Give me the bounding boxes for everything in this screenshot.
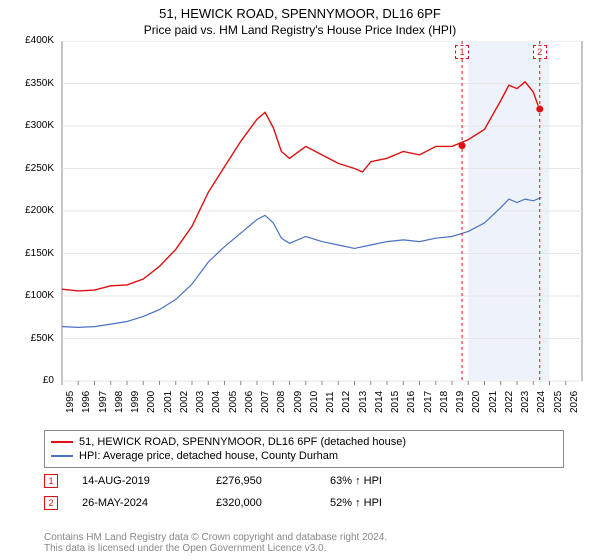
x-tick-label: 2002: [179, 391, 190, 413]
chart-area: £0£50K£100K£150K£200K£250K£300K£350K£400…: [10, 41, 590, 421]
transaction-row-1: 1 14-AUG-2019 £276,950 63% ↑ HPI: [44, 474, 564, 488]
x-tick-label: 2018: [439, 391, 450, 413]
x-tick-label: 2019: [455, 391, 466, 413]
x-tick-label: 2024: [536, 391, 547, 413]
x-tick-label: 2016: [406, 391, 417, 413]
transaction-delta: 52% ↑ HPI: [330, 497, 382, 509]
y-tick-label: £400K: [14, 35, 54, 46]
chart-title: 51, HEWICK ROAD, SPENNYMOOR, DL16 6PF: [0, 0, 600, 21]
x-tick-label: 2005: [228, 391, 239, 413]
footnote-line-2: This data is licensed under the Open Gov…: [44, 543, 564, 554]
x-tick-label: 2020: [471, 391, 482, 413]
transaction-badge-2: 2: [44, 496, 58, 510]
x-tick-label: 1995: [65, 391, 76, 413]
x-tick-label: 2025: [553, 391, 564, 413]
y-tick-label: £200K: [14, 205, 54, 216]
x-tick-label: 2003: [195, 391, 206, 413]
legend-item: 51, HEWICK ROAD, SPENNYMOOR, DL16 6PF (d…: [51, 435, 557, 449]
x-tick-label: 2017: [423, 391, 434, 413]
legend-swatch: [51, 455, 73, 457]
x-tick-label: 1998: [114, 391, 125, 413]
y-tick-label: £150K: [14, 248, 54, 259]
y-tick-label: £250K: [14, 163, 54, 174]
x-tick-label: 2015: [390, 391, 401, 413]
legend: 51, HEWICK ROAD, SPENNYMOOR, DL16 6PF (d…: [44, 430, 564, 468]
chart-marker-1: 1: [455, 45, 469, 59]
x-tick-label: 2008: [276, 391, 287, 413]
transaction-row-2: 2 26-MAY-2024 £320,000 52% ↑ HPI: [44, 496, 564, 510]
x-tick-label: 1999: [130, 391, 141, 413]
legend-item: HPI: Average price, detached house, Coun…: [51, 449, 557, 463]
transaction-badge-1: 1: [44, 474, 58, 488]
x-tick-label: 2010: [309, 391, 320, 413]
x-tick-label: 2006: [244, 391, 255, 413]
x-tick-label: 2022: [504, 391, 515, 413]
transaction-date: 14-AUG-2019: [82, 475, 192, 487]
footnote-line-1: Contains HM Land Registry data © Crown c…: [44, 532, 564, 543]
legend-label: 51, HEWICK ROAD, SPENNYMOOR, DL16 6PF (d…: [79, 436, 406, 448]
transaction-delta: 63% ↑ HPI: [330, 475, 382, 487]
x-tick-label: 1997: [98, 391, 109, 413]
transaction-date: 26-MAY-2024: [82, 497, 192, 509]
x-tick-label: 1996: [81, 391, 92, 413]
x-tick-label: 2007: [260, 391, 271, 413]
footnote: Contains HM Land Registry data © Crown c…: [44, 532, 564, 554]
chart-marker-2: 2: [533, 45, 547, 59]
x-tick-label: 2011: [325, 391, 336, 413]
x-tick-label: 2014: [374, 391, 385, 413]
line-chart: [10, 41, 590, 421]
x-tick-label: 2004: [211, 391, 222, 413]
y-tick-label: £0: [14, 375, 54, 386]
x-tick-label: 2021: [488, 391, 499, 413]
transaction-price: £320,000: [216, 497, 306, 509]
x-tick-label: 2023: [520, 391, 531, 413]
legend-swatch: [51, 441, 73, 443]
y-tick-label: £350K: [14, 78, 54, 89]
x-tick-label: 2009: [293, 391, 304, 413]
chart-subtitle: Price paid vs. HM Land Registry's House …: [0, 21, 600, 41]
x-tick-label: 2013: [358, 391, 369, 413]
x-tick-label: 2026: [569, 391, 580, 413]
transaction-price: £276,950: [216, 475, 306, 487]
x-tick-label: 2000: [146, 391, 157, 413]
y-tick-label: £300K: [14, 120, 54, 131]
x-tick-label: 2001: [163, 391, 174, 413]
legend-label: HPI: Average price, detached house, Coun…: [79, 450, 338, 462]
y-tick-label: £50K: [14, 333, 54, 344]
x-tick-label: 2012: [341, 391, 352, 413]
y-tick-label: £100K: [14, 290, 54, 301]
